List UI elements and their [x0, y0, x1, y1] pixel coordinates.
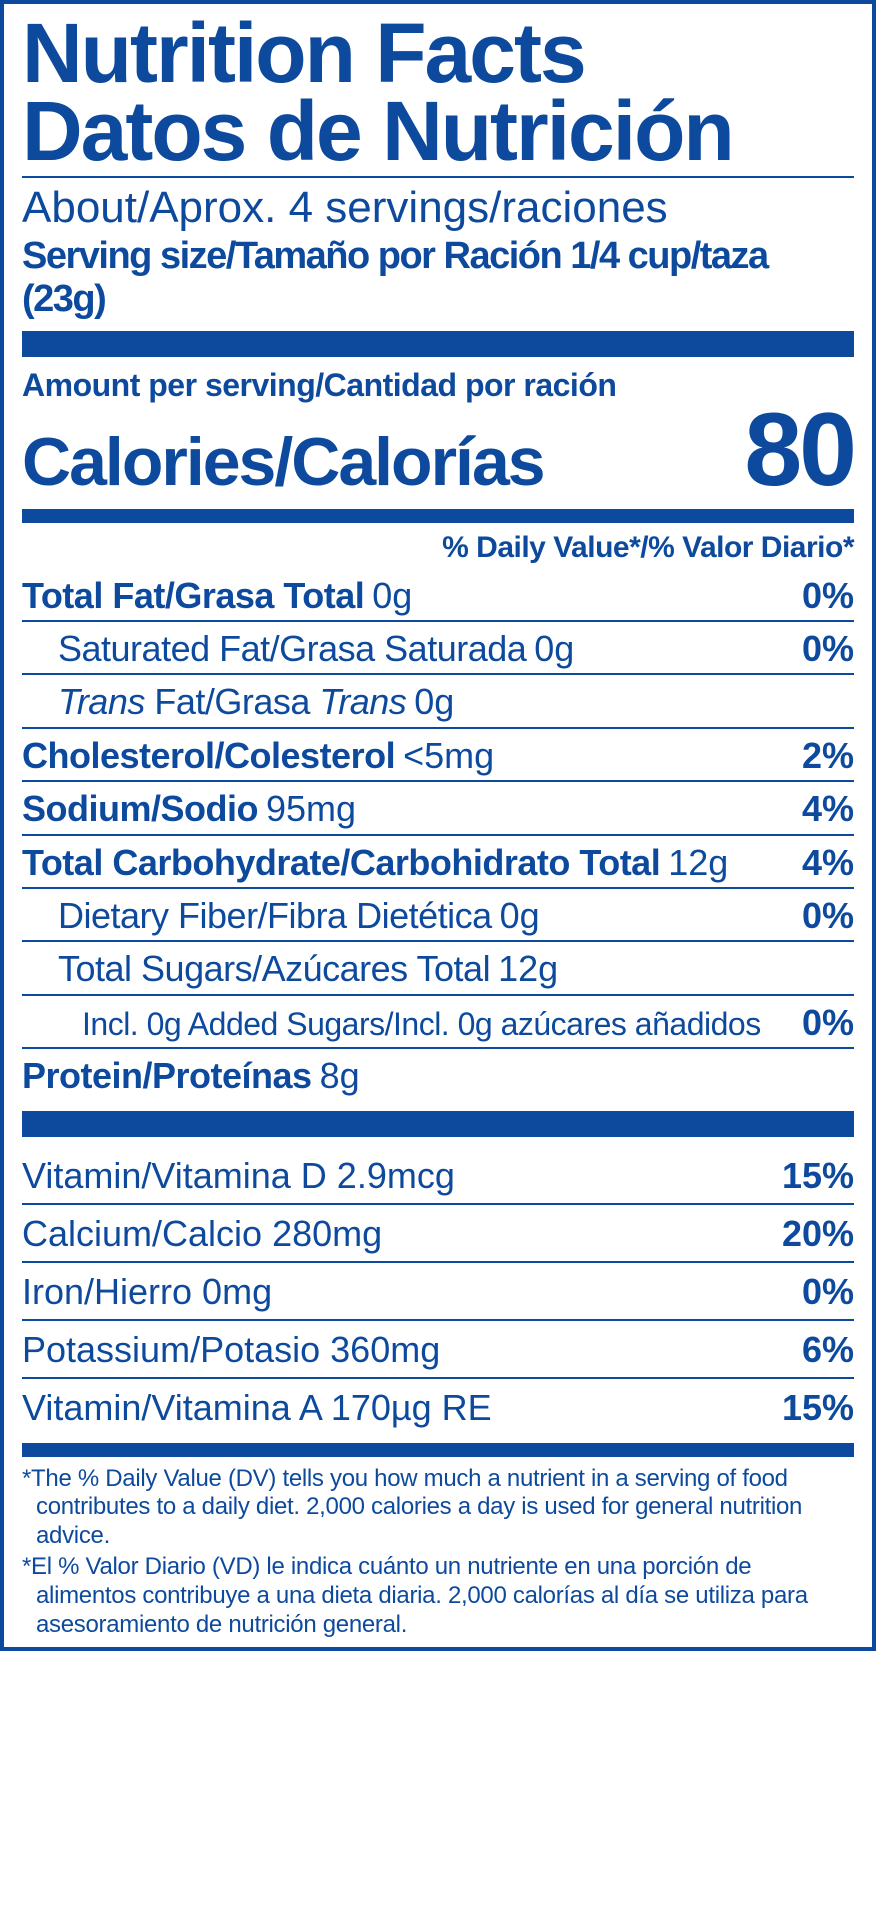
vitamin-row: Vitamin/Vitamina D 2.9mcg 15% [22, 1147, 854, 1203]
nutrient-dv: 4% [802, 842, 854, 883]
nutrient-amount: <5mg [403, 735, 494, 776]
title-en: Nutrition Facts [22, 14, 854, 92]
nutrient-left: Cholesterol/Colesterol<5mg [22, 735, 494, 776]
nutrient-dv: 0% [802, 628, 854, 669]
nutrient-amount: 0g [372, 575, 412, 616]
vitamin-name: Vitamin/Vitamina A 170µg RE [22, 1387, 492, 1429]
nutrient-name: Protein/Proteínas [22, 1055, 312, 1096]
nutrient-row: Total Carbohydrate/Carbohidrato Total12g… [22, 834, 854, 887]
vitamin-dv: 15% [782, 1155, 854, 1197]
nutrient-row: Saturated Fat/Grasa Saturada0g 0% [22, 620, 854, 673]
nutrient-name: Incl. 0g Added Sugars/Incl. 0g azúcares … [82, 1006, 761, 1043]
nutrient-left: Saturated Fat/Grasa Saturada0g [58, 628, 574, 669]
nutrient-name: Sodium/Sodio [22, 788, 258, 829]
nutrient-name: Cholesterol/Colesterol [22, 735, 395, 776]
nutrient-dv: 4% [802, 788, 854, 829]
nutrient-amount: 12g [498, 948, 558, 989]
daily-value-header: % Daily Value*/% Valor Diario* [22, 531, 854, 565]
nutrient-name: Trans Fat/Grasa Trans [58, 681, 406, 722]
calories-row: Calories/Calorías 80 [22, 404, 854, 501]
nutrient-dv: 0% [802, 895, 854, 936]
vitamin-row: Potassium/Potasio 360mg 6% [22, 1319, 854, 1377]
title-es: Datos de Nutrición [22, 92, 854, 170]
nutrient-amount: 0g [534, 628, 574, 669]
nutrient-row: Sodium/Sodio95mg 4% [22, 780, 854, 833]
vitamin-dv: 20% [782, 1213, 854, 1255]
servings-line: About/Aprox. 4 servings/raciones [22, 184, 854, 232]
vitamin-name: Iron/Hierro 0mg [22, 1271, 272, 1313]
vitamin-name: Calcium/Calcio 280mg [22, 1213, 382, 1255]
nutrient-left: Total Carbohydrate/Carbohidrato Total12g [22, 842, 728, 883]
nutrient-amount: 12g [668, 842, 728, 883]
nutrient-amount: 0g [500, 895, 540, 936]
vitamin-name: Potassium/Potasio 360mg [22, 1329, 440, 1371]
vitamin-row: Iron/Hierro 0mg 0% [22, 1261, 854, 1319]
nutrition-facts-panel: Nutrition Facts Datos de Nutrición About… [0, 0, 876, 1651]
medium-bar [22, 509, 854, 523]
nutrient-row: Cholesterol/Colesterol<5mg 2% [22, 727, 854, 780]
nutrient-name: Total Carbohydrate/Carbohidrato Total [22, 842, 660, 883]
amount-per-serving-label: Amount per serving/Cantidad por ración [22, 367, 854, 404]
vitamins-list: Vitamin/Vitamina D 2.9mcg 15% Calcium/Calc… [22, 1147, 854, 1435]
vitamin-row: Vitamin/Vitamina A 170µg RE 15% [22, 1377, 854, 1435]
nutrient-row: Incl. 0g Added Sugars/Incl. 0g azúcares … [22, 994, 854, 1047]
footnote-es: *El % Valor Diario (VD) le indica cuánto… [22, 1553, 854, 1639]
nutrient-row: Protein/Proteínas8g [22, 1047, 854, 1100]
nutrient-row: Total Fat/Grasa Total0g 0% [22, 569, 854, 620]
vitamin-name: Vitamin/Vitamina D 2.9mcg [22, 1155, 455, 1197]
nutrient-name: Saturated Fat/Grasa Saturada [58, 628, 526, 669]
nutrient-name: Dietary Fiber/Fibra Dietética [58, 895, 492, 936]
nutrient-row: Trans Fat/Grasa Trans0g [22, 673, 854, 726]
nutrient-left: Protein/Proteínas8g [22, 1055, 360, 1096]
vitamin-dv: 0% [802, 1271, 854, 1313]
medium-bar [22, 1443, 854, 1457]
thick-bar [22, 1111, 854, 1137]
nutrient-name: Total Fat/Grasa Total [22, 575, 364, 616]
nutrient-amount: 95mg [266, 788, 356, 829]
nutrient-amount: 8g [320, 1055, 360, 1096]
nutrient-row: Total Sugars/Azúcares Total12g [22, 940, 854, 993]
calories-value: 80 [744, 404, 854, 498]
vitamin-row: Calcium/Calcio 280mg 20% [22, 1203, 854, 1261]
nutrient-left: Total Sugars/Azúcares Total12g [58, 948, 558, 989]
nutrient-row: Dietary Fiber/Fibra Dietética0g 0% [22, 887, 854, 940]
serving-size-line: Serving size/Tamaño por Ración 1/4 cup/t… [22, 235, 854, 321]
thick-bar [22, 331, 854, 357]
vitamin-dv: 6% [802, 1329, 854, 1371]
calories-label: Calories/Calorías [22, 423, 544, 501]
nutrient-left: Total Fat/Grasa Total0g [22, 575, 412, 616]
footnote-en: *The % Daily Value (DV) tells you how mu… [22, 1465, 854, 1551]
nutrient-dv: 0% [802, 575, 854, 616]
nutrient-name: Total Sugars/Azúcares Total [58, 948, 490, 989]
nutrient-left: Sodium/Sodio95mg [22, 788, 356, 829]
nutrient-left: Incl. 0g Added Sugars/Incl. 0g azúcares … [82, 1006, 761, 1043]
vitamin-dv: 15% [782, 1387, 854, 1429]
nutrient-dv: 0% [802, 1002, 854, 1043]
nutrients-list: Total Fat/Grasa Total0g0%Saturated Fat/G… [22, 569, 854, 1101]
nutrient-left: Dietary Fiber/Fibra Dietética0g [58, 895, 540, 936]
nutrient-amount: 0g [414, 681, 454, 722]
nutrient-dv: 2% [802, 735, 854, 776]
nutrient-left: Trans Fat/Grasa Trans0g [58, 681, 454, 722]
